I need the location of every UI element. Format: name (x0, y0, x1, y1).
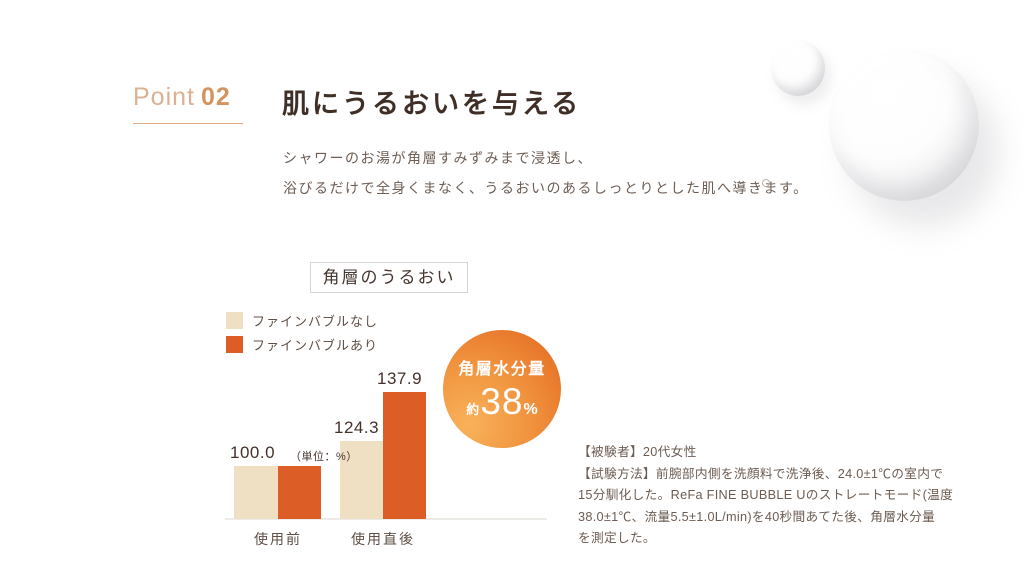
intro-paragraph: シャワーのお湯が角層すみずみまで浸透し、 浴びるだけで全身くまなく、うるおいのあ… (283, 147, 809, 207)
legend-item-without: ファインバブルなし (226, 312, 378, 329)
point-word: Point (133, 83, 195, 111)
bubble-highlight (856, 64, 934, 104)
chart-legend: ファインバブルなし ファインバブルあり (226, 312, 378, 360)
footnote-line-3: 15分馴化した。ReFa FINE BUBBLE Uのストレートモード(温度 (578, 488, 954, 502)
intro-line-2: 浴びるだけで全身くまなく、うるおいのあるしっとりとした肌へ導きます。 (283, 180, 809, 196)
bar-before-with (278, 466, 321, 519)
bar-after-with (383, 392, 426, 519)
badge-title: 角層水分量 (458, 361, 546, 378)
test-conditions-footnote: 【被験者】20代女性 【試験方法】前腕部内側を洗顔料で洗浄後、24.0±1℃の室… (578, 442, 954, 550)
legend-item-with: ファインバブルあり (226, 336, 378, 353)
category-label-after: 使用直後 (351, 531, 415, 547)
footnote-line-5: を測定した。 (578, 531, 656, 545)
badge-value: 38 (480, 381, 524, 422)
footnote-line-1: 【被験者】20代女性 (578, 445, 697, 459)
legend-swatch-orange (226, 336, 243, 353)
water-bubble-small (771, 40, 825, 96)
bubble-highlight (780, 45, 809, 61)
badge-suffix: % (523, 401, 538, 418)
badge-value-row: 約 38 % (466, 381, 537, 423)
point-label: Point 02 (133, 83, 243, 124)
value-label-137: 137.9 (377, 369, 423, 388)
unit-note: （単位：%） (290, 451, 358, 463)
chart-title-box: 角層のうるおい (310, 262, 468, 293)
badge-prefix: 約 (466, 402, 480, 417)
point-number: 02 (200, 83, 231, 111)
bar-after-without (340, 441, 383, 519)
value-label-100: 100.0 (230, 443, 276, 462)
section-heading: 肌にうるおいを与える (282, 89, 582, 119)
value-label-124: 124.3 (334, 418, 380, 437)
footnote-line-4: 38.0±1℃、流量5.5±1.0L/min)を40秒間あてた後、角層水分量 (578, 509, 936, 524)
bar-before-without (234, 466, 278, 519)
water-bubble-tiny (762, 179, 770, 187)
legend-label-without: ファインバブルなし (252, 314, 379, 329)
footnote-line-2: 【試験方法】前腕部内側を洗顔料で洗浄後、24.0±1℃の室内で (578, 466, 944, 481)
chart-baseline (225, 518, 547, 520)
moisture-badge: 角層水分量 約 38 % (443, 330, 561, 448)
water-bubble-large (829, 49, 979, 201)
category-label-before: 使用前 (254, 531, 302, 547)
legend-swatch-beige (226, 312, 243, 329)
intro-line-1: シャワーのお湯が角層すみずみまで浸透し、 (283, 150, 593, 166)
legend-label-with: ファインバブルあり (252, 338, 379, 353)
